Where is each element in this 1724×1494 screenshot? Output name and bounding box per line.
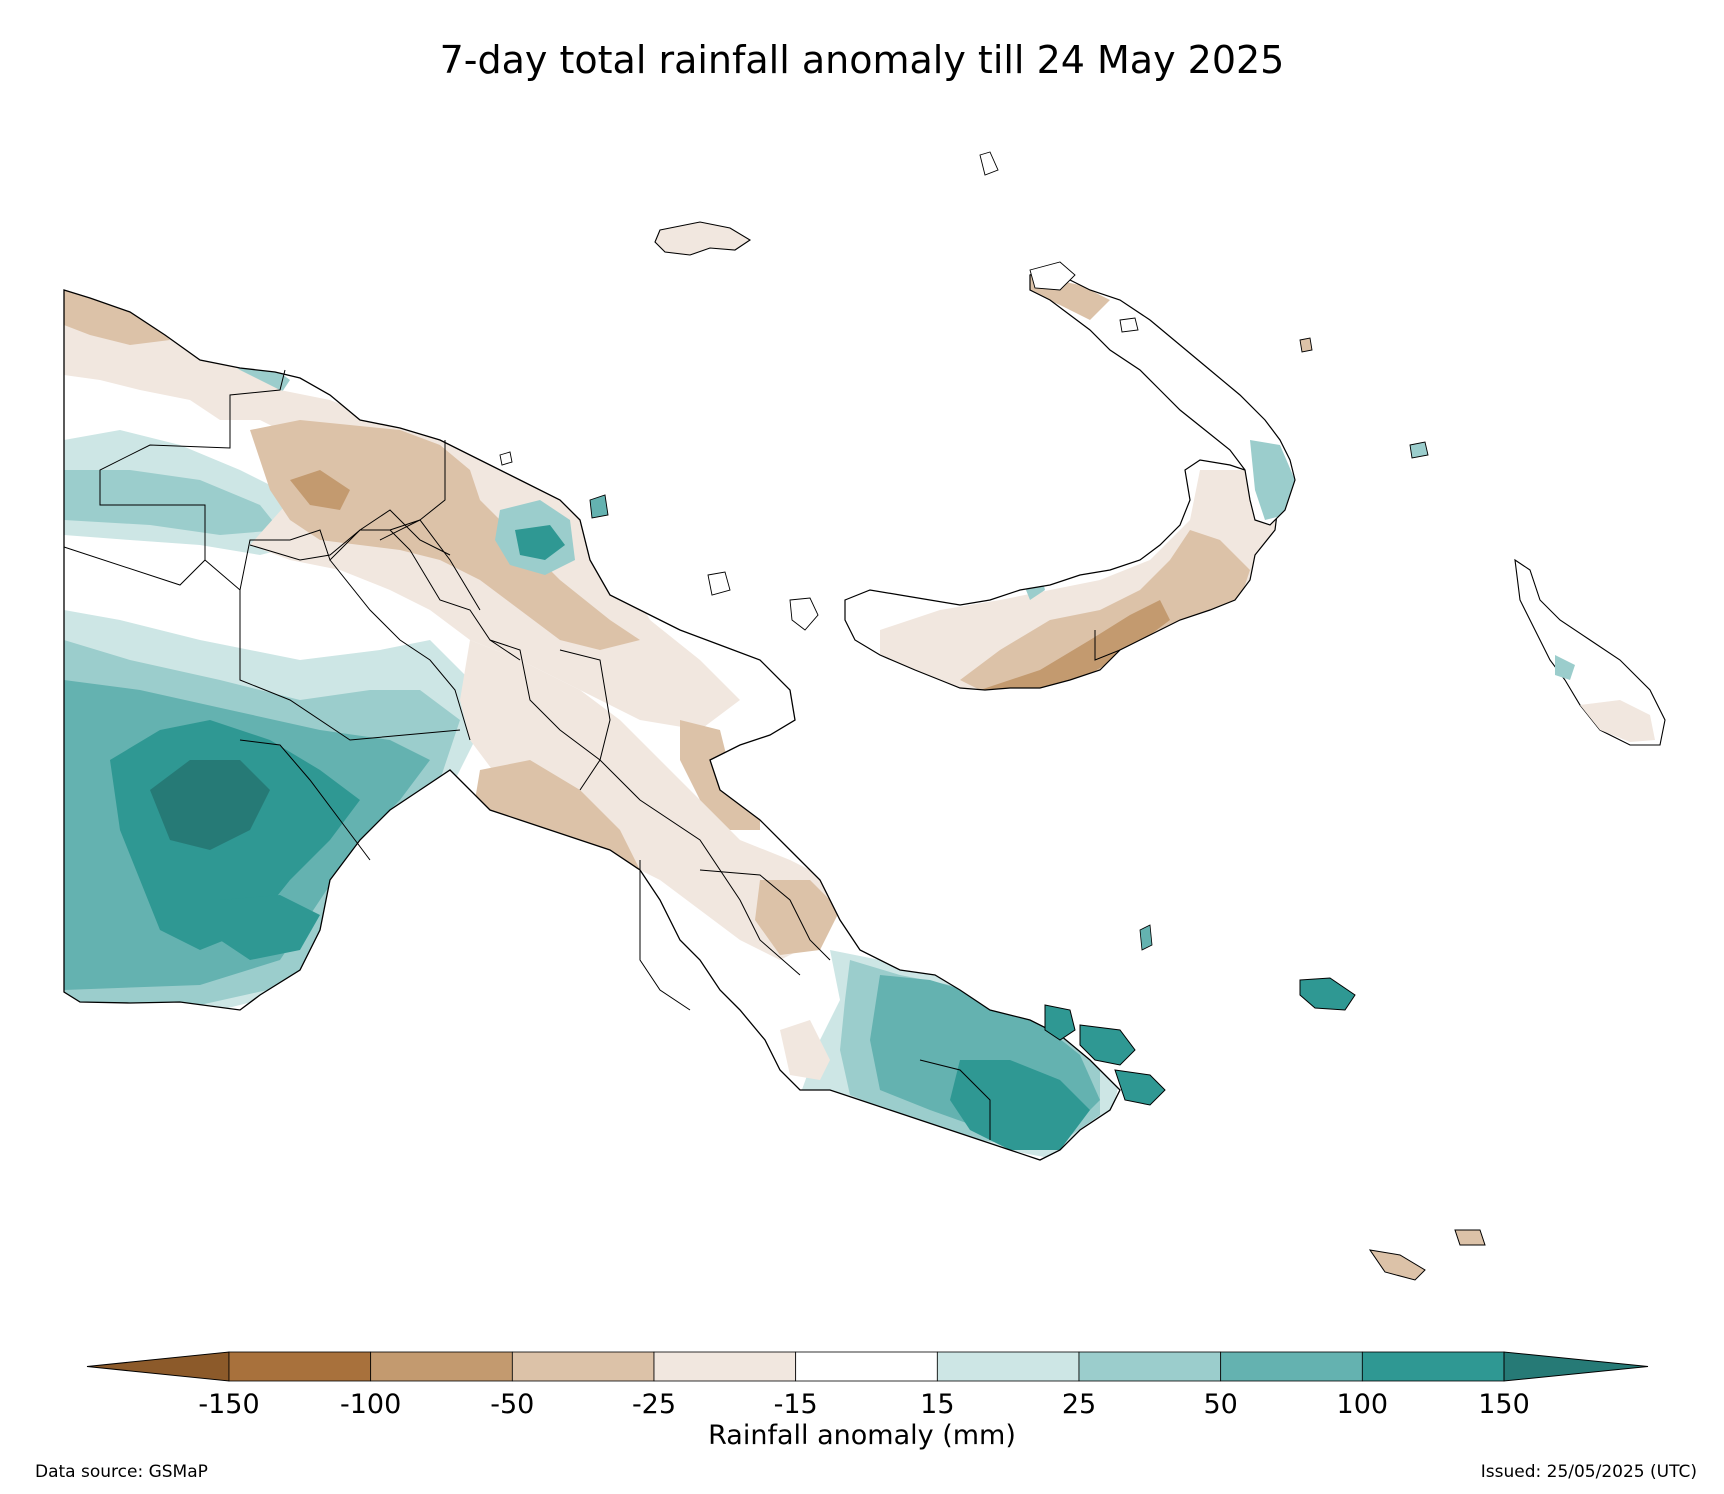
data-source: Data source: GSMaP xyxy=(35,1462,208,1482)
colorbar-extend-low xyxy=(86,1351,230,1382)
anomaly-wet-extreme-sw xyxy=(150,760,270,850)
manus-island xyxy=(654,221,752,256)
anomaly-wet-moderate-nw xyxy=(64,470,280,535)
new-ireland-base xyxy=(1030,268,1295,525)
anomaly-dry-moderate-central3 xyxy=(755,880,840,955)
colorbar-tick-label: -100 xyxy=(340,1389,402,1420)
colorbar-tick-label: 15 xyxy=(920,1389,955,1420)
colorbar-segment xyxy=(1361,1351,1505,1382)
small-islands xyxy=(499,151,1429,631)
bougainville xyxy=(1514,558,1666,746)
anomaly-dry-light-se xyxy=(780,1020,830,1080)
milne-bay-islands xyxy=(1044,924,1486,1281)
colorbar-segment xyxy=(511,1351,655,1382)
issued-date: Issued: 25/05/2025 (UTC) xyxy=(1480,1462,1697,1482)
anomaly-wet-moderate-ni xyxy=(1250,440,1295,520)
colorbar-label: Rainfall anomaly (mm) xyxy=(708,1420,1016,1451)
colorbar-tick-label: 25 xyxy=(1061,1389,1097,1420)
colorbar-segment xyxy=(228,1351,372,1382)
colorbar-tick-label: 150 xyxy=(1478,1389,1530,1420)
colorbar-tick-label: -15 xyxy=(773,1389,818,1420)
colorbar-segment xyxy=(1220,1351,1363,1382)
anomaly-dry-light-nb xyxy=(880,470,1280,690)
nb-province-boundary xyxy=(1094,630,1121,661)
anomaly-dry-moderate-nb xyxy=(960,530,1250,690)
colorbar-extend-high xyxy=(1503,1351,1649,1382)
map-title: 7-day total rainfall anomaly till 24 May… xyxy=(439,38,1285,82)
colorbar-segment xyxy=(653,1351,797,1382)
colorbar-tick-label: -25 xyxy=(631,1389,677,1420)
anomaly-dry-moderate-nw xyxy=(64,290,170,345)
colorbar-segment xyxy=(1078,1351,1222,1382)
colorbar-segment xyxy=(936,1351,1080,1382)
mainland-png xyxy=(63,289,1121,1161)
anomaly-wet-strong-sw2 xyxy=(220,895,320,960)
anomaly-wet-madang xyxy=(515,525,565,560)
colorbar-segment xyxy=(370,1351,513,1382)
colorbar-tick-label: 100 xyxy=(1336,1389,1389,1420)
colorbar-segment xyxy=(795,1351,938,1382)
anomaly-dry-strong-north xyxy=(290,470,350,510)
new-ireland-outline xyxy=(1029,267,1296,526)
anomaly-wet-strong-se xyxy=(950,1060,1090,1150)
mainland-outline xyxy=(63,289,1121,1161)
anomaly-dry-moderate-north xyxy=(250,420,640,650)
new-britain-outline xyxy=(844,459,1281,691)
colorbar-segments xyxy=(86,1351,1649,1382)
anomaly-dry-strong-nb xyxy=(980,600,1170,690)
colorbar-tick-label: -50 xyxy=(490,1389,535,1420)
anomaly-dry-light-central xyxy=(460,640,830,960)
province-boundaries xyxy=(63,369,991,1140)
colorbar-tick-label: -150 xyxy=(198,1389,260,1420)
colorbar-tick-label: 50 xyxy=(1203,1389,1238,1420)
